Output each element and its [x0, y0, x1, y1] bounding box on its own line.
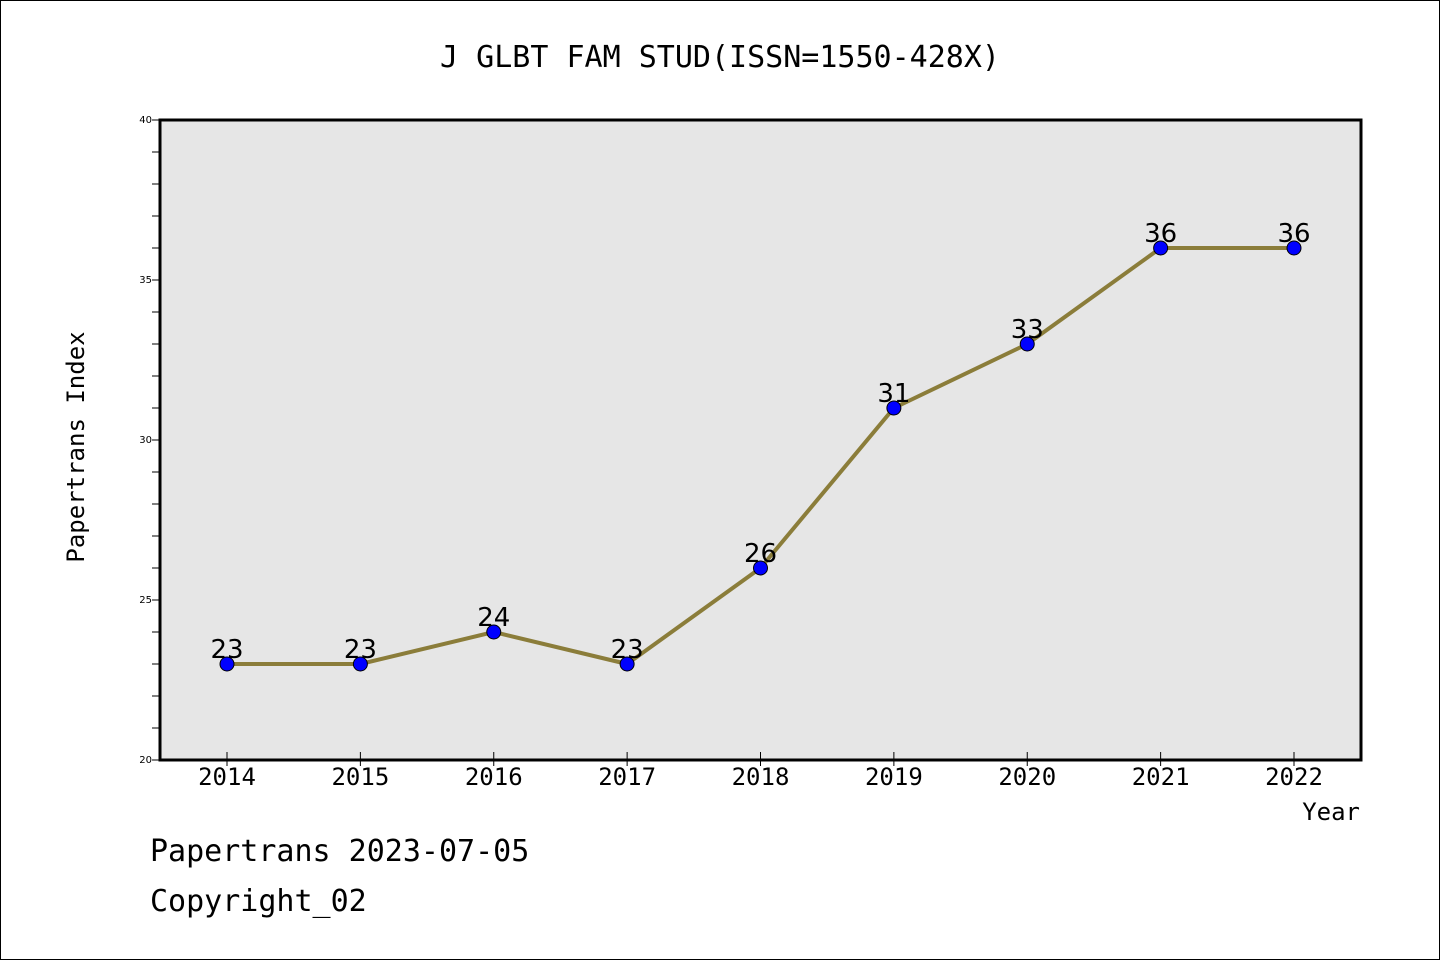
y-tick-label: 30	[139, 435, 152, 446]
x-tick-label: 2019	[865, 763, 923, 791]
data-label: 26	[744, 539, 777, 569]
y-tick-label: 20	[139, 755, 152, 766]
data-label: 23	[210, 635, 243, 665]
data-label: 23	[611, 635, 644, 665]
plot-area	[158, 118, 1363, 762]
data-markers	[219, 240, 1302, 672]
data-label: 36	[1277, 219, 1310, 249]
data-point	[352, 656, 368, 672]
y-minor-ticks	[152, 119, 160, 761]
data-point	[1153, 240, 1169, 256]
data-label: 33	[1011, 315, 1044, 345]
data-labels: 23 23 24 23 26 31 33 36 36	[210, 219, 1310, 665]
x-tick-label: 2021	[1132, 763, 1190, 791]
data-label: 31	[877, 379, 910, 409]
data-label: 24	[477, 603, 510, 633]
x-tick-label: 2017	[598, 763, 656, 791]
x-tick-label: 2014	[198, 763, 256, 791]
y-tick-label: 40	[139, 115, 152, 126]
data-point	[1286, 240, 1302, 256]
y-tick-label: 35	[139, 275, 152, 286]
data-point	[753, 560, 768, 576]
x-tick-label: 2016	[465, 763, 523, 791]
y-axis-label: Papertrans Index	[62, 331, 90, 562]
data-point	[1019, 336, 1035, 352]
data-point	[486, 624, 502, 640]
y-tick-label: 25	[139, 595, 152, 606]
footer-copyright: Copyright_02	[150, 884, 367, 919]
x-tick-label: 2015	[331, 763, 389, 791]
data-point	[619, 656, 635, 672]
x-tick-label: 2020	[998, 763, 1056, 791]
footer-date: Papertrans 2023-07-05	[150, 834, 530, 869]
x-tick-labels: 2014 2015 2016 2017 2018 2019 2020 2021 2022	[198, 763, 1323, 791]
data-label: 23	[344, 635, 377, 665]
data-label: 36	[1144, 219, 1177, 249]
x-tick-label: 2022	[1265, 763, 1323, 791]
x-ticks	[226, 752, 1295, 766]
chart-title: J GLBT FAM STUD(ISSN=1550-428X)	[440, 40, 1000, 75]
y-tick-labels: 20 25 30 35 40	[139, 115, 152, 766]
x-tick-label: 2018	[732, 763, 790, 791]
x-axis-label: Year	[1302, 798, 1360, 826]
data-point	[886, 400, 902, 416]
data-point	[219, 656, 235, 672]
